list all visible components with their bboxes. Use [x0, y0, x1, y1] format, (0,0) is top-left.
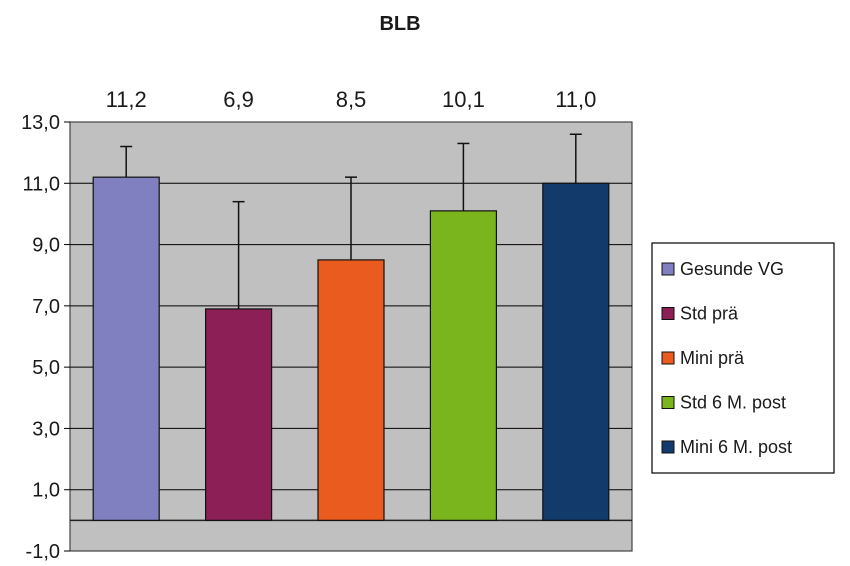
legend-label: Gesunde VG — [680, 259, 784, 279]
bar — [542, 182, 610, 521]
legend-label: Mini 6 M. post — [680, 437, 792, 457]
bar — [205, 308, 273, 521]
legend-label: Std 6 M. post — [680, 393, 786, 413]
plot-area: 13,0 11,0 9,0 7,0 5,0 3,0 1,0 -1,0 11,2 6,9 8,5 10,… — [21, 87, 633, 563]
legend-box — [651, 242, 835, 474]
data-label: 6,9 — [223, 87, 254, 112]
data-label: 10,1 — [442, 87, 485, 112]
legend-swatch — [661, 396, 675, 409]
legend-label: Std prä — [680, 304, 739, 324]
bar — [92, 176, 160, 521]
y-tick-label: -1,0 — [26, 541, 60, 563]
legend-swatch — [661, 440, 675, 454]
legend-swatch — [661, 351, 675, 365]
chart-title: BLB — [379, 13, 420, 35]
y-tick-label: 13,0 — [21, 112, 60, 134]
y-tick-label: 9,0 — [32, 235, 60, 257]
data-label: 8,5 — [336, 87, 367, 112]
legend-swatch — [661, 307, 675, 320]
bar — [429, 210, 497, 521]
y-tick-label: 7,0 — [32, 296, 60, 318]
y-tick-label: 11,0 — [23, 173, 60, 195]
y-tick-label: 1,0 — [32, 480, 60, 502]
data-label: 11,2 — [106, 87, 147, 112]
y-tick-label: 3,0 — [32, 418, 60, 440]
bar — [317, 259, 385, 521]
legend-swatch — [661, 262, 675, 276]
y-tick-label: 5,0 — [32, 357, 60, 379]
legend-label: Mini prä — [680, 348, 745, 368]
legend: Gesunde VG Std prä Mini prä Std 6 M. post Mi… — [651, 242, 835, 474]
data-label: 11,0 — [555, 87, 596, 112]
